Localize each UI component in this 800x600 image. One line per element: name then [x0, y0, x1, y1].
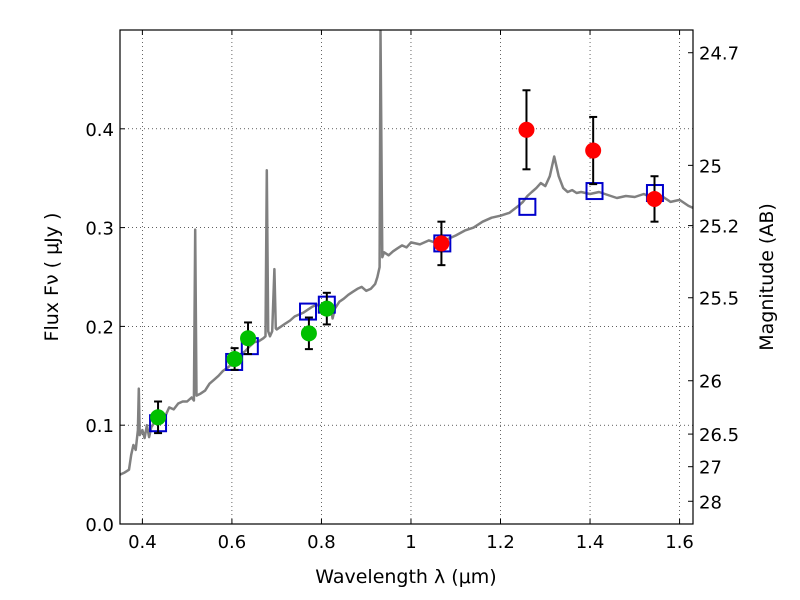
optical-data-point	[240, 330, 257, 347]
right-y-tick-label: 27	[699, 458, 722, 479]
model-photometry-square	[585, 182, 604, 201]
nir-data-point	[585, 142, 602, 159]
right-y-tick-label: 25	[699, 156, 722, 177]
x-axis-label: Wavelength λ (μm)	[315, 566, 496, 588]
grid	[120, 30, 693, 525]
y-tick-label: 0.3	[85, 219, 114, 240]
y-tick-label: 0.4	[85, 120, 114, 141]
optical-data-point	[150, 409, 167, 426]
nir-data-point	[433, 235, 450, 252]
x-tick-label: 1.4	[576, 532, 605, 553]
plot-frame	[119, 29, 694, 525]
optical-data-point	[300, 325, 317, 342]
right-y-tick-label: 28	[699, 492, 722, 513]
x-tick-label: 1.2	[486, 532, 515, 553]
right-y-tick-label: 26	[699, 372, 722, 393]
x-tick-label: 0.4	[128, 532, 157, 553]
right-y-tick-label: 26.5	[699, 425, 739, 446]
model-spectrum-line	[120, 30, 693, 476]
x-tick-label: 1	[405, 532, 416, 553]
y-tick-label: 0.1	[85, 416, 114, 437]
model-photometry-square	[518, 197, 537, 216]
x-tick-label: 0.6	[218, 532, 247, 553]
y-tick-label: 0.0	[85, 515, 114, 536]
right-y-tick-label: 24.7	[699, 44, 739, 65]
nir-data-point	[518, 121, 535, 138]
y-axis-label: Flux Fν ( μJy )	[41, 213, 63, 342]
axis-ticks: 0.4 0.6 0.8 1 1.2 1.4 1.6 0.0 0.1 0.2 0.3 0.4 24.7 25…	[85, 30, 739, 553]
plot-area	[120, 30, 693, 476]
x-tick-label: 0.8	[307, 532, 336, 553]
right-y-tick-label: 25.2	[699, 217, 739, 238]
x-tick-label: 1.6	[665, 532, 694, 553]
right-y-axis-label: Magnitude (AB)	[756, 203, 778, 351]
optical-data-point	[318, 300, 335, 317]
optical-data-point	[226, 351, 243, 368]
right-y-tick-label: 25.5	[699, 289, 739, 310]
nir-data-point	[646, 190, 663, 207]
y-tick-label: 0.2	[85, 317, 114, 338]
